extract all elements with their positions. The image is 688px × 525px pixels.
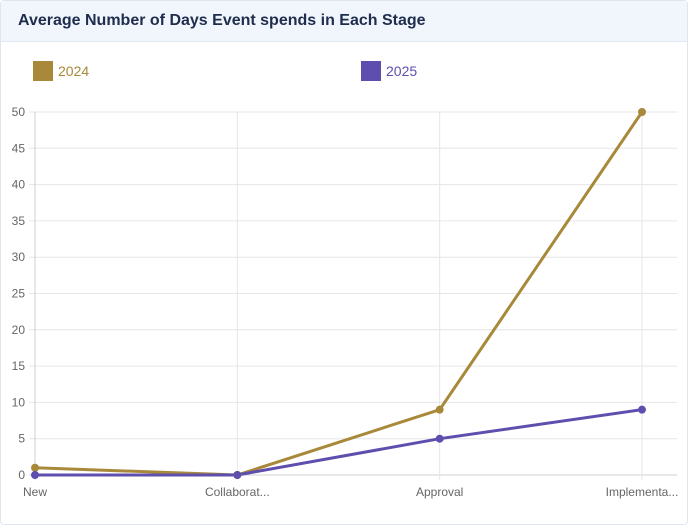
x-tick-label: New [23, 485, 47, 499]
y-tick-label: 50 [12, 105, 26, 119]
legend-swatch[interactable] [361, 61, 381, 81]
y-tick-label: 15 [12, 359, 26, 373]
data-point-2024[interactable] [638, 108, 646, 116]
legend-label[interactable]: 2024 [58, 63, 89, 79]
x-tick-label: Collaborat... [205, 485, 270, 499]
y-tick-label: 30 [12, 250, 26, 264]
y-tick-label: 40 [12, 178, 26, 192]
y-tick-label: 0 [18, 468, 25, 482]
data-point-2024[interactable] [31, 463, 39, 472]
data-point-2025[interactable] [435, 434, 444, 443]
y-tick-label: 20 [12, 323, 26, 337]
legend-swatch[interactable] [33, 61, 53, 81]
x-tick-label: Approval [416, 485, 463, 499]
legend-label[interactable]: 2025 [386, 63, 417, 79]
y-tick-label: 25 [12, 287, 26, 301]
card-header: Average Number of Days Event spends in E… [1, 1, 687, 42]
data-point-2025[interactable] [638, 405, 646, 414]
y-tick-label: 45 [12, 141, 26, 155]
chart-title: Average Number of Days Event spends in E… [18, 12, 426, 29]
x-tick-label: Implementa... [606, 485, 679, 499]
y-tick-label: 35 [12, 214, 26, 228]
y-tick-label: 5 [18, 432, 25, 446]
y-tick-label: 10 [12, 395, 26, 409]
series-line-2024 [33, 110, 644, 477]
data-point-2024[interactable] [435, 405, 444, 414]
data-point-2025[interactable] [233, 471, 242, 479]
data-point-2025[interactable] [31, 471, 39, 479]
series-line-2025 [33, 408, 644, 477]
